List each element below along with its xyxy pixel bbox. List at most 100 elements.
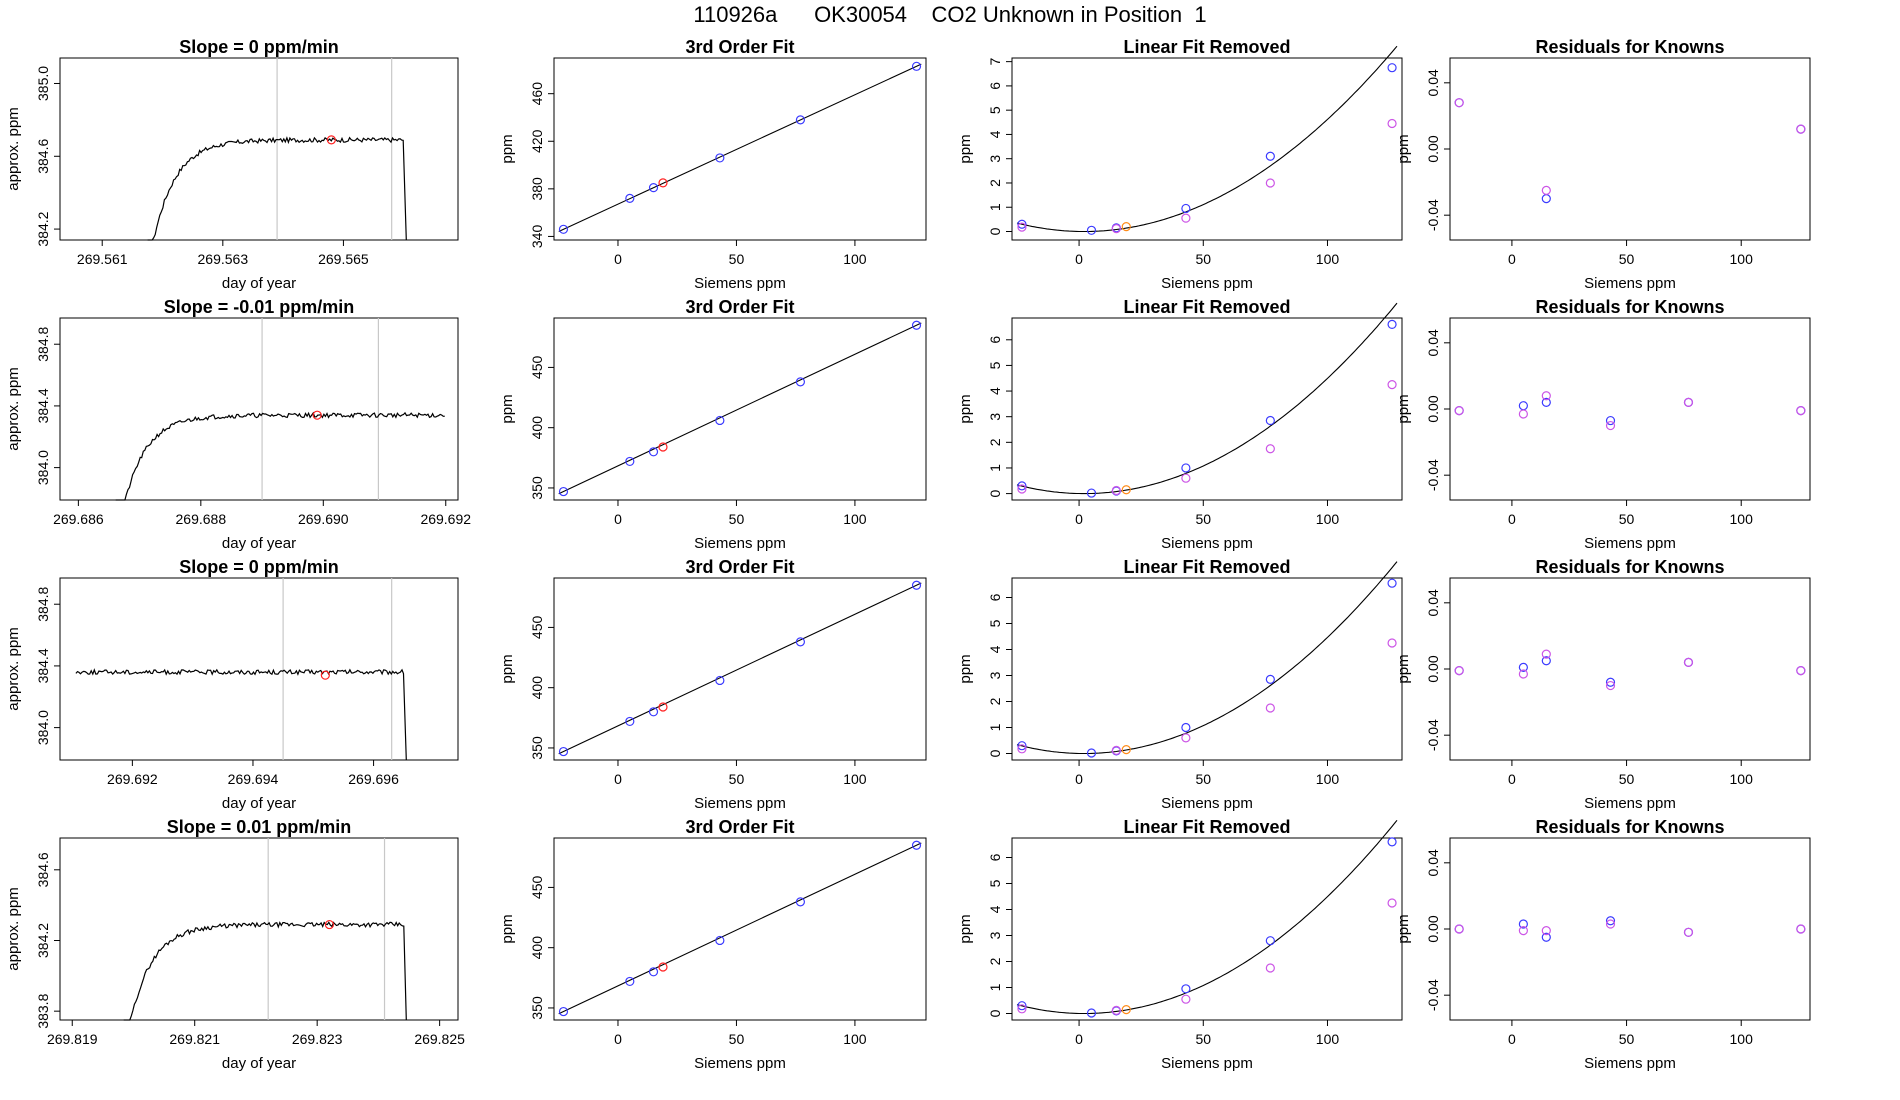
data-point (1181, 733, 1191, 743)
x-tick-label: 269.819 (47, 1031, 98, 1047)
plot-frame (1449, 57, 1811, 241)
data-point (1796, 406, 1806, 416)
y-axis-label: approx. ppm (5, 367, 22, 450)
y-tick-label: 1 (987, 464, 1003, 472)
data-point (1541, 194, 1551, 204)
data-point (1121, 222, 1131, 232)
y-tick-label: 2 (987, 438, 1003, 446)
x-tick-label: 50 (1195, 511, 1211, 527)
y-axis-label: approx. ppm (5, 627, 22, 710)
x-axis-label: Siemens ppm (694, 1055, 786, 1072)
data-point (911, 320, 922, 330)
data-point (1086, 488, 1097, 498)
y-tick-label: 350 (529, 736, 545, 760)
y-axis-label: ppm (499, 654, 516, 683)
x-tick-label: 0 (614, 771, 622, 787)
data-point (1605, 420, 1616, 431)
y-tick-label: 384.2 (35, 923, 51, 958)
data-point (1454, 924, 1464, 934)
x-tick-label: 50 (1619, 1031, 1635, 1047)
fit-curve (1016, 302, 1398, 495)
data-point (648, 967, 659, 977)
plot-title: Linear Fit Removed (1123, 557, 1290, 577)
data-point (911, 580, 922, 590)
y-tick-label: 384.6 (35, 139, 51, 174)
x-tick-label: 269.565 (318, 251, 369, 267)
plot-title: 3rd Order Fit (685, 817, 794, 837)
x-tick-label: 269.825 (414, 1031, 465, 1047)
x-axis-label: Siemens ppm (1584, 795, 1676, 812)
data-point (1387, 578, 1397, 588)
data-point (1017, 1004, 1027, 1014)
data-point (715, 675, 725, 686)
plot-title: Slope = 0 ppm/min (179, 37, 339, 57)
data-point (1111, 1005, 1121, 1015)
y-tick-label: 6 (987, 853, 1003, 861)
data-point (1017, 744, 1027, 754)
y-tick-label: 4 (987, 905, 1003, 913)
y-tick-label: 384.0 (35, 710, 51, 745)
y-axis-label: ppm (1395, 394, 1412, 423)
y-tick-label: 1 (987, 723, 1003, 731)
y-tick-label: 0 (987, 749, 1003, 757)
data-point (1017, 1001, 1027, 1011)
x-tick-label: 0 (1508, 1031, 1516, 1047)
data-point (1265, 151, 1275, 161)
data-point (1017, 219, 1027, 229)
data-point (1387, 638, 1397, 648)
y-tick-label: 0.04 (1425, 849, 1441, 876)
data-point (1265, 936, 1275, 946)
data-point (648, 707, 659, 717)
x-axis-label: Siemens ppm (1161, 275, 1253, 292)
y-tick-label: -0.04 (1425, 719, 1441, 751)
x-tick-label: 269.690 (298, 511, 349, 527)
data-point (1605, 916, 1616, 926)
plot-title: Linear Fit Removed (1123, 297, 1290, 317)
x-tick-label: 50 (729, 1031, 745, 1047)
y-tick-label: 2 (987, 697, 1003, 705)
data-point (1518, 409, 1528, 419)
y-axis-label: ppm (1395, 654, 1412, 683)
fit-line (558, 63, 922, 232)
y-tick-label: 2 (987, 957, 1003, 965)
data-point (1605, 415, 1616, 426)
data-point (1387, 380, 1397, 390)
y-tick-label: 6 (987, 593, 1003, 601)
y-tick-label: 1 (987, 203, 1003, 211)
mean-marker (324, 919, 335, 930)
data-point (658, 702, 668, 712)
data-point (795, 115, 806, 125)
plot-frame (553, 317, 927, 501)
x-axis-label: day of year (222, 1055, 296, 1072)
data-point (1086, 748, 1097, 758)
mean-marker (326, 135, 336, 145)
data-point (1541, 185, 1551, 195)
data-point (715, 153, 725, 163)
y-tick-label: 384.8 (35, 326, 51, 361)
x-tick-label: 269.688 (176, 511, 227, 527)
data-point (558, 746, 569, 757)
y-axis-label: approx. ppm (5, 107, 22, 190)
x-tick-label: 269.686 (53, 511, 104, 527)
data-point (1541, 656, 1551, 666)
data-point (1181, 473, 1191, 483)
y-tick-label: -0.04 (1425, 199, 1441, 231)
data-point (1181, 463, 1191, 473)
y-tick-label: 450 (529, 876, 545, 900)
y-tick-label: 0 (987, 1009, 1003, 1017)
data-point (1796, 666, 1806, 676)
y-tick-label: 384.2 (35, 211, 51, 246)
y-tick-label: 384.4 (35, 648, 51, 683)
data-point (1111, 223, 1121, 234)
data-point (648, 447, 659, 457)
data-point (795, 377, 806, 387)
x-tick-label: 0 (1508, 251, 1516, 267)
ppm-trace (115, 411, 445, 501)
data-point (1454, 406, 1464, 416)
x-tick-label: 269.821 (169, 1031, 220, 1047)
data-point (658, 178, 668, 188)
y-tick-label: 0.00 (1425, 915, 1441, 942)
y-tick-label: 460 (529, 82, 545, 106)
y-tick-label: 3 (987, 931, 1003, 939)
